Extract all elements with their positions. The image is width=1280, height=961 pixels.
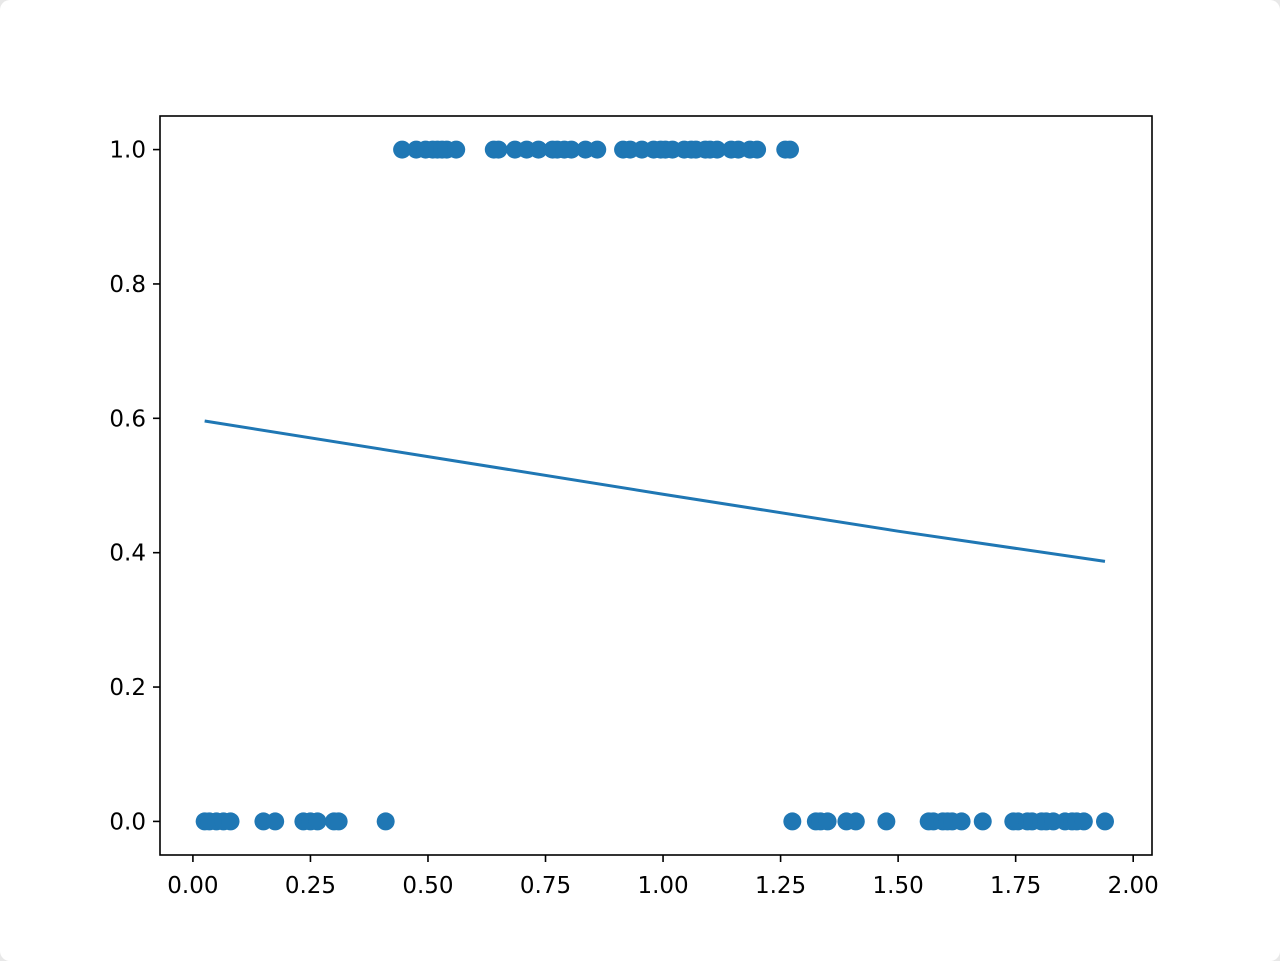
data-point <box>708 140 727 159</box>
data-point <box>393 140 412 159</box>
fitted-line <box>204 419 1106 563</box>
data-point <box>266 812 285 831</box>
data-point <box>952 812 971 831</box>
y-tick-label: 0.0 <box>109 809 146 835</box>
data-point <box>780 140 799 159</box>
x-tick-label: 1.75 <box>990 873 1041 899</box>
x-tick-label: 0.00 <box>167 873 218 899</box>
y-tick-label: 0.6 <box>109 406 146 432</box>
data-point <box>846 812 865 831</box>
plot-frame <box>159 115 1153 856</box>
data-point <box>308 812 327 831</box>
x-tick-label: 0.75 <box>520 873 571 899</box>
data-point <box>329 812 348 831</box>
data-point <box>818 812 837 831</box>
data-point <box>221 812 240 831</box>
y-tick-label: 0.2 <box>109 675 146 701</box>
data-point <box>562 140 581 159</box>
x-tick-label: 2.00 <box>1108 873 1159 899</box>
data-point <box>1095 812 1114 831</box>
data-point <box>489 140 508 159</box>
x-tick-label: 0.50 <box>402 873 453 899</box>
x-tick-label: 1.25 <box>755 873 806 899</box>
data-point <box>877 812 896 831</box>
data-point <box>376 812 395 831</box>
data-point <box>783 812 802 831</box>
y-tick-label: 0.8 <box>109 272 146 298</box>
data-point <box>748 140 767 159</box>
x-tick-label: 1.00 <box>637 873 688 899</box>
data-point <box>447 140 466 159</box>
x-tick-label: 0.25 <box>285 873 336 899</box>
data-point <box>973 812 992 831</box>
y-tick-label: 1.0 <box>109 138 146 164</box>
data-point <box>588 140 607 159</box>
y-tick-label: 0.4 <box>109 541 146 567</box>
data-point <box>529 140 548 159</box>
x-tick-label: 1.50 <box>873 873 924 899</box>
data-point <box>1074 812 1093 831</box>
